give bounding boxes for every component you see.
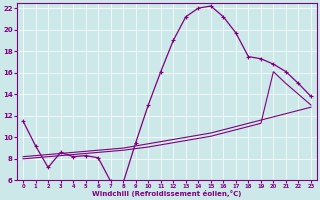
X-axis label: Windchill (Refroidissement éolien,°C): Windchill (Refroidissement éolien,°C) [92, 190, 242, 197]
